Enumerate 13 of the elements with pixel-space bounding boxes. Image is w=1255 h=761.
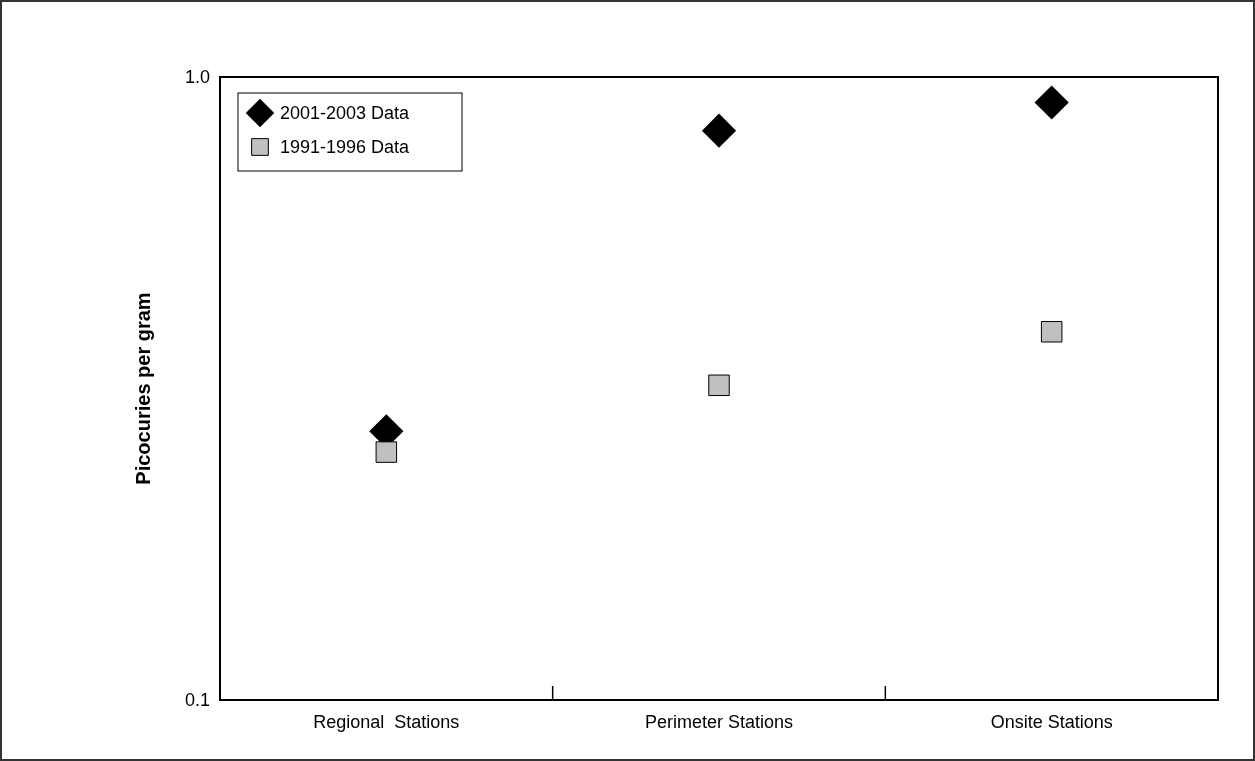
y-axis-title: Picocuries per gram: [132, 292, 154, 485]
point: [375, 441, 398, 463]
y-tick-label: 0.1: [184, 690, 210, 710]
legend-label: 1991-1996 Data: [280, 137, 411, 157]
point: [1040, 321, 1063, 343]
point: [708, 374, 730, 397]
legend-label: 2001-2003 Data: [280, 103, 411, 123]
x-tick-label: Onsite Stations: [990, 712, 1113, 732]
x-tick-label: Perimeter Stations: [644, 712, 794, 732]
point: [1034, 85, 1069, 120]
point: [701, 113, 737, 148]
x-tick-label: Regional Stations: [313, 712, 460, 732]
y-tick-label: 1.0: [184, 67, 210, 87]
